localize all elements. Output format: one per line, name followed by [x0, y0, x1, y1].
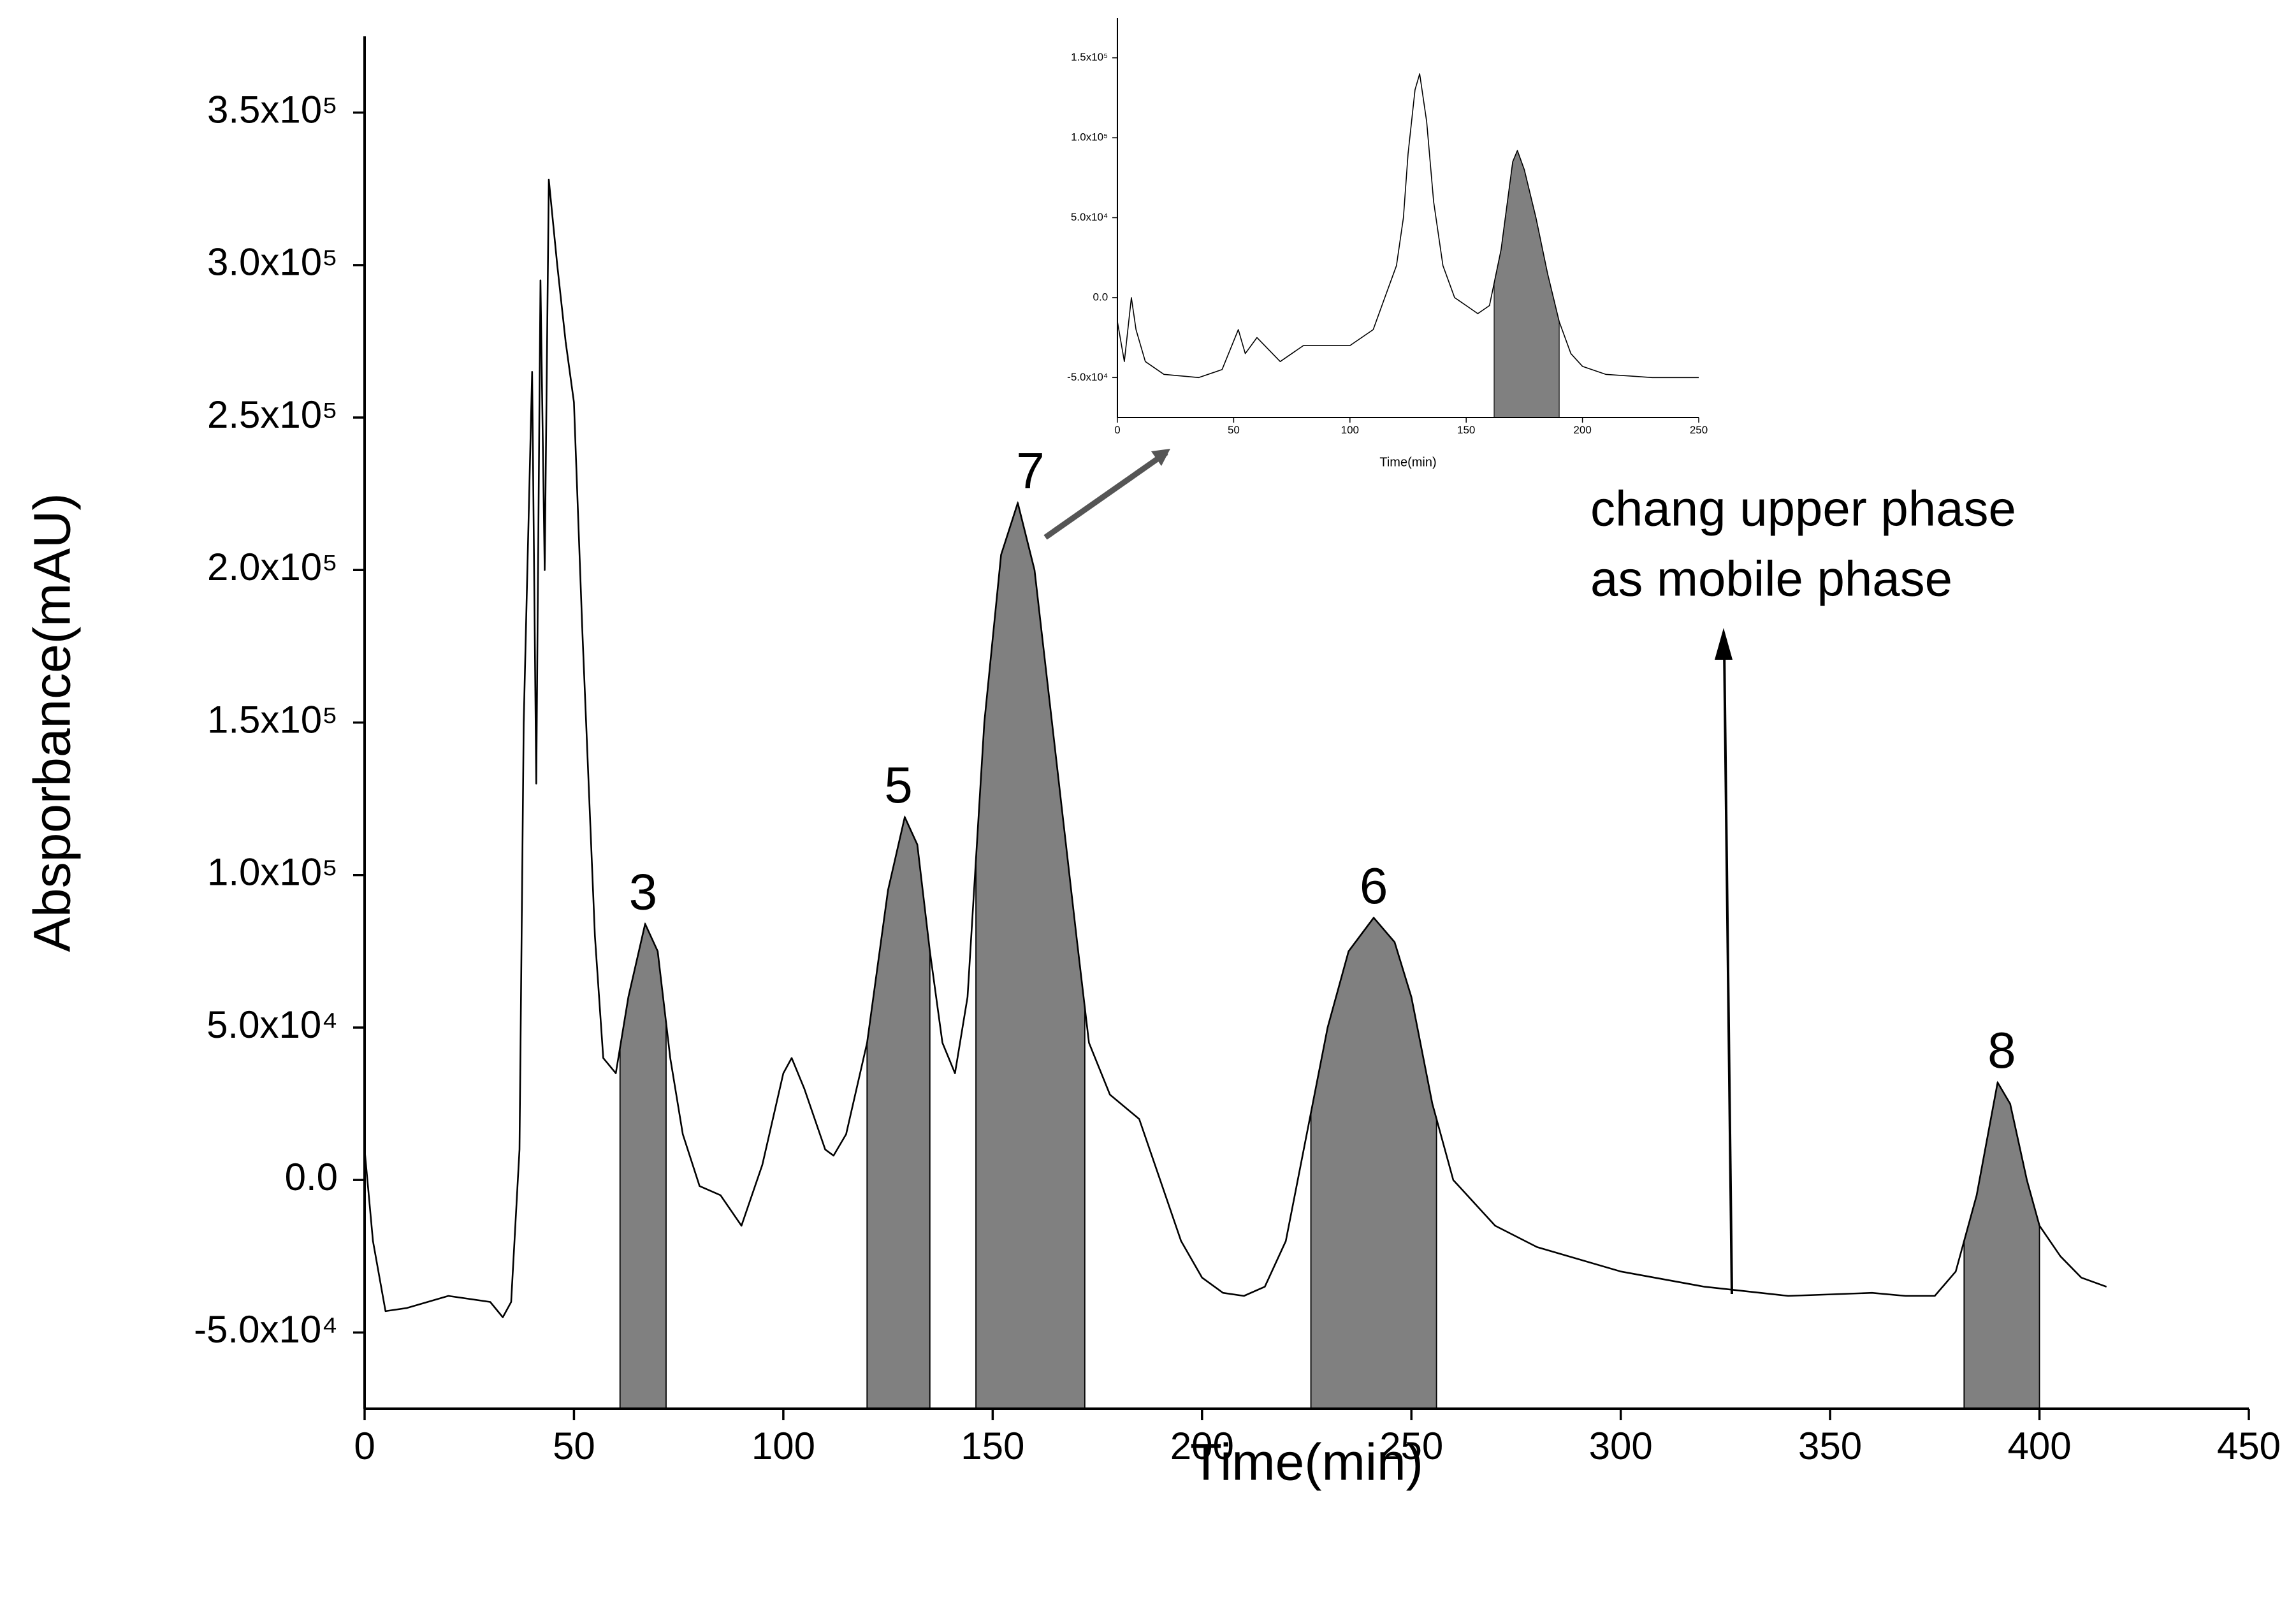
inset-pointer-head: [1151, 449, 1170, 466]
y-tick-label: 1.5x10⁵: [207, 698, 338, 741]
peak-label: 7: [1016, 442, 1045, 499]
x-axis-title: Time(min): [1190, 1434, 1423, 1492]
x-tick-label: 50: [1228, 424, 1240, 436]
y-tick-label: 0.0: [1093, 291, 1108, 303]
y-tick-label: 3.5x10⁵: [207, 88, 338, 131]
y-tick-label: 1.0x10⁵: [207, 851, 338, 894]
annotation-arrow-head: [1715, 628, 1733, 660]
peak-label: 8: [1987, 1022, 2016, 1079]
chromatogram-line: [363, 178, 2107, 1318]
x-tick-label: 450: [2217, 1425, 2281, 1467]
y-tick-label: 2.5x10⁵: [207, 393, 338, 436]
x-tick-label: 200: [1573, 424, 1591, 436]
annotation-arrow: [1723, 650, 1733, 1295]
x-tick-label: 150: [1457, 424, 1475, 436]
fraction-area: [1493, 149, 1560, 418]
fraction-area: [1963, 1080, 2040, 1409]
x-tick-label: 0: [354, 1425, 375, 1467]
x-tick-label: 250: [1690, 424, 1708, 436]
x-tick-label: 250: [1379, 1425, 1443, 1467]
inset-pointer: [1043, 450, 1168, 540]
peak-label: 5: [884, 757, 913, 813]
annotation: as mobile phase: [1590, 551, 1952, 607]
peak-label: 3: [629, 863, 658, 920]
x-tick-label: 150: [961, 1425, 1024, 1467]
annotation: chang upper phase: [1590, 481, 2016, 537]
fraction-area: [619, 922, 667, 1409]
x-tick-label: 350: [1798, 1425, 1862, 1467]
x-tick-label: 100: [1341, 424, 1359, 436]
chromatogram-line: [1117, 73, 1699, 379]
y-tick-label: 0.0: [285, 1156, 338, 1198]
y-tick-label: -5.0x10⁴: [194, 1308, 338, 1351]
y-axis-title: Absporbance(mAU): [24, 493, 82, 952]
fraction-area: [1310, 917, 1437, 1409]
y-tick-label: 1.0x10⁵: [1071, 131, 1108, 143]
y-tick-label: -5.0x10⁴: [1067, 371, 1108, 383]
x-tick-label: 0: [1114, 424, 1120, 436]
x-tick-label: 400: [2008, 1425, 2072, 1467]
y-tick-label: 2.0x10⁵: [207, 546, 338, 588]
y-tick-label: 3.0x10⁵: [207, 241, 338, 284]
x-axis-title: Time(min): [1379, 455, 1436, 469]
y-tick-label: 5.0x10⁴: [1071, 211, 1108, 223]
x-tick-label: 50: [553, 1425, 595, 1467]
peak-label: 6: [1360, 857, 1388, 914]
x-tick-label: 100: [752, 1425, 815, 1467]
y-tick-label: 5.0x10⁴: [207, 1003, 338, 1046]
fraction-area: [866, 815, 931, 1409]
x-tick-label: 200: [1170, 1425, 1234, 1467]
y-tick-label: 1.5x10⁵: [1071, 51, 1108, 63]
x-tick-label: 300: [1589, 1425, 1653, 1467]
